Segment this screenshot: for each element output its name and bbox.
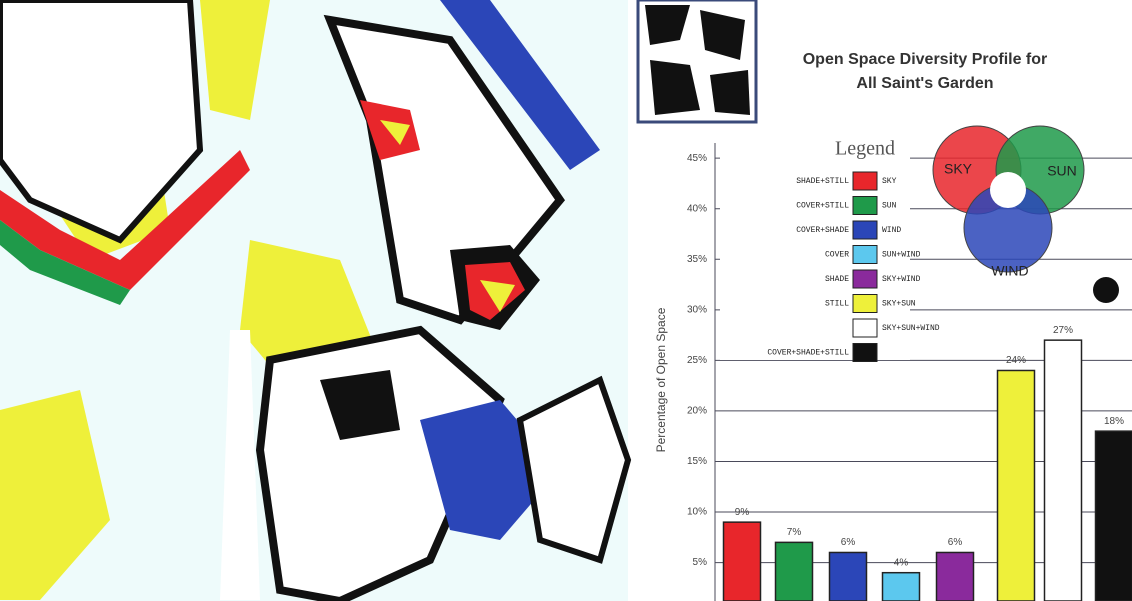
legend-title: Legend xyxy=(835,138,895,160)
y-tick-label: 15% xyxy=(687,456,707,467)
bar xyxy=(722,521,762,601)
value-label: 24% xyxy=(1006,355,1026,366)
legend-swatch xyxy=(852,196,878,215)
legend-swatch xyxy=(852,245,878,264)
map-area xyxy=(380,120,410,145)
y-tick-label: 45% xyxy=(687,153,707,164)
y-tick-label: 40% xyxy=(687,203,707,214)
legend-label: SUN xyxy=(882,202,897,211)
map-building xyxy=(320,370,400,440)
y-tick-label: 30% xyxy=(687,304,707,315)
map-area xyxy=(480,280,515,312)
bar xyxy=(828,551,868,601)
value-label: 27% xyxy=(1053,325,1073,336)
site-map xyxy=(0,0,632,601)
venn-label: SKY xyxy=(944,161,973,177)
legend-label: STILL xyxy=(825,300,849,309)
legend-swatch xyxy=(852,171,878,191)
map-building xyxy=(0,0,204,244)
value-label: 6% xyxy=(948,537,963,548)
legend-label: COVER+STILL xyxy=(796,202,849,211)
legend-label: SHADE+STILL xyxy=(796,177,849,186)
value-label: 7% xyxy=(787,527,802,538)
venn-label: WIND xyxy=(991,263,1028,279)
map-area xyxy=(200,0,270,120)
legend-swatch xyxy=(852,269,878,289)
legend-label: WIND xyxy=(882,226,901,235)
chart-title: All Saint's Garden xyxy=(856,75,993,92)
y-tick-label: 10% xyxy=(687,507,707,518)
y-tick-label: 35% xyxy=(687,254,707,265)
legend-label: SKY+SUN xyxy=(882,300,916,309)
bar xyxy=(1043,339,1083,601)
legend-label: COVER+SHADE xyxy=(796,226,849,235)
legend-label: COVER xyxy=(825,251,849,260)
legend-swatch xyxy=(852,294,878,313)
chart-title: Open Space Diversity Profile for xyxy=(803,51,1048,68)
y-tick-label: 20% xyxy=(687,406,707,417)
bar xyxy=(996,369,1036,601)
value-label: 9% xyxy=(735,507,750,518)
bar xyxy=(935,551,975,601)
legend-swatch xyxy=(852,343,878,362)
map-area xyxy=(0,150,250,290)
thumbnail-block xyxy=(700,10,745,60)
bar xyxy=(1094,430,1132,601)
value-label: 4% xyxy=(894,557,909,568)
bar xyxy=(774,541,814,601)
legend-swatch xyxy=(852,220,878,240)
map-building xyxy=(516,375,632,564)
y-tick-label: 5% xyxy=(693,557,708,568)
value-label: 18% xyxy=(1104,416,1124,427)
legend-label: SKY+WIND xyxy=(882,275,921,284)
thumbnail-block xyxy=(645,5,690,45)
y-tick-label: 25% xyxy=(687,355,707,366)
map-area xyxy=(0,220,130,305)
legend-label: SKY xyxy=(882,177,897,186)
thumbnail-block xyxy=(710,70,750,115)
thumbnail-map xyxy=(636,0,758,124)
map-path xyxy=(220,330,260,600)
map-area xyxy=(440,0,600,170)
map-building xyxy=(255,325,505,601)
venn-label: SUN xyxy=(1047,163,1077,179)
venn-center xyxy=(990,172,1026,208)
legend-swatch xyxy=(852,318,878,338)
y-axis-label: Percentage of Open Space xyxy=(654,307,668,452)
bar xyxy=(881,571,921,601)
legend-label: SKY+SUN+WIND xyxy=(882,324,940,333)
legend-dot xyxy=(1093,277,1119,303)
value-label: 6% xyxy=(841,537,856,548)
legend-label: SHADE xyxy=(825,275,849,284)
legend-label: COVER+SHADE+STILL xyxy=(767,349,849,358)
thumbnail-block xyxy=(650,60,700,115)
legend-label: SUN+WIND xyxy=(882,251,921,260)
map-area xyxy=(0,390,110,600)
legend-box xyxy=(720,135,910,360)
